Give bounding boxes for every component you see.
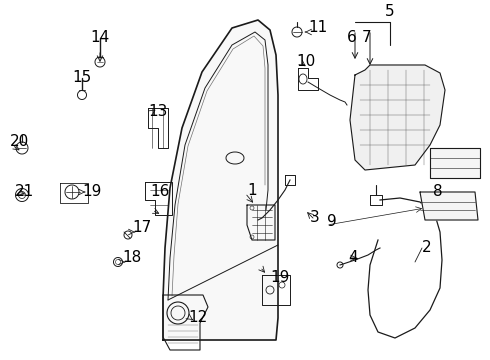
Text: 13: 13 xyxy=(148,104,168,120)
Text: 2: 2 xyxy=(422,240,432,256)
Text: 8: 8 xyxy=(433,184,442,199)
Text: 14: 14 xyxy=(90,31,110,45)
Polygon shape xyxy=(163,20,278,340)
Text: 11: 11 xyxy=(308,21,327,36)
Text: 9: 9 xyxy=(327,215,337,230)
Text: 20: 20 xyxy=(10,135,29,149)
Text: 5: 5 xyxy=(385,4,395,19)
Text: 1: 1 xyxy=(247,183,257,198)
Text: 19: 19 xyxy=(82,184,101,199)
Text: 3: 3 xyxy=(310,211,320,225)
Text: 4: 4 xyxy=(348,251,358,266)
Polygon shape xyxy=(430,148,480,178)
Text: 19: 19 xyxy=(270,270,290,285)
Text: 10: 10 xyxy=(296,54,315,69)
Text: 16: 16 xyxy=(150,184,170,199)
Text: 15: 15 xyxy=(73,71,92,85)
Text: 6: 6 xyxy=(347,31,357,45)
Polygon shape xyxy=(420,192,478,220)
Text: 17: 17 xyxy=(132,220,151,235)
Text: 21: 21 xyxy=(15,184,34,199)
Text: 7: 7 xyxy=(362,31,372,45)
Text: 12: 12 xyxy=(188,310,207,325)
Text: 18: 18 xyxy=(122,251,141,266)
Polygon shape xyxy=(350,65,445,170)
